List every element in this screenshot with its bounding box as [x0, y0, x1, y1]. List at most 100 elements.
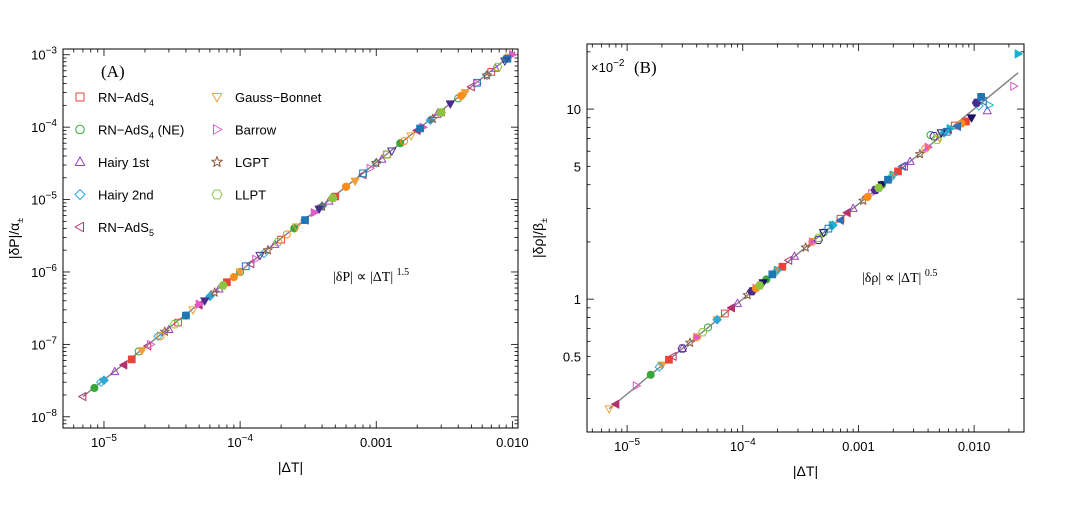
y-axis-label: |δP|/α±	[6, 218, 25, 259]
data-point	[188, 306, 198, 315]
data-point	[241, 262, 250, 271]
data-point	[314, 205, 324, 214]
data-point	[813, 235, 824, 245]
data-point	[732, 298, 742, 307]
data-point	[932, 135, 942, 144]
y-tick-label: 1	[574, 292, 581, 307]
legend-label: Gauss−Bonnet	[235, 90, 322, 105]
legend-marker	[74, 221, 84, 233]
x-tick-label: 0.010	[958, 439, 991, 454]
data-point	[457, 91, 466, 100]
x-tick-label: 10−5	[91, 433, 117, 450]
x-tick-label: 0.001	[842, 439, 875, 454]
panel-label: (A)	[101, 62, 125, 81]
data-point	[665, 355, 673, 364]
data-point	[153, 331, 163, 341]
data-point	[328, 193, 338, 203]
y-tick-label: 10−6	[31, 263, 57, 280]
data-point	[195, 299, 204, 309]
x-tick-label: 0.010	[496, 435, 529, 450]
legend-label: Barrow	[235, 123, 277, 138]
y-tick-label: 10−5	[31, 191, 57, 208]
data-point	[929, 132, 939, 141]
legend-marker	[75, 92, 85, 102]
data-point	[137, 347, 147, 356]
data-point	[754, 281, 765, 290]
data-point	[774, 265, 783, 275]
legend-label: RN−AdS4	[98, 90, 154, 108]
data-point	[209, 287, 220, 297]
data-point	[778, 262, 787, 271]
data-point	[824, 224, 833, 233]
data-point	[967, 114, 977, 123]
data-point	[127, 355, 136, 364]
x-tick-label: 10−5	[614, 437, 640, 454]
y-tick-label: 10−7	[31, 335, 57, 352]
data-point	[982, 106, 992, 115]
data-point	[784, 255, 793, 265]
x-tick-label: 0.001	[360, 435, 393, 450]
data-point	[371, 157, 382, 168]
data-point	[252, 254, 261, 264]
data-point	[835, 215, 844, 225]
data-point	[985, 100, 994, 110]
x-tick-label: 10−4	[227, 433, 253, 450]
data-point	[842, 208, 851, 218]
data-point	[685, 337, 695, 347]
legend-label: Hairy 2nd	[98, 188, 154, 203]
data-point	[263, 245, 273, 255]
data-point	[473, 78, 481, 87]
data-point	[246, 259, 255, 269]
data-point	[292, 223, 302, 232]
data-point	[273, 237, 283, 247]
data-point	[255, 251, 265, 260]
data-point	[310, 208, 319, 218]
data-point	[905, 156, 915, 165]
data-point	[492, 62, 503, 72]
data-point	[416, 124, 424, 133]
data-point	[800, 242, 811, 252]
y-tick-label: 0.5	[563, 349, 581, 364]
data-point	[693, 332, 702, 342]
legend-label: RN−AdS4 (NE)	[98, 123, 184, 141]
legend-marker	[74, 189, 86, 200]
scale-note: ×10−2	[591, 58, 625, 75]
data-point	[848, 203, 858, 212]
data-point	[899, 161, 908, 171]
data-point	[399, 137, 409, 146]
data-point	[604, 405, 614, 414]
data-point	[200, 297, 210, 306]
data-point	[790, 251, 799, 260]
data-point	[703, 323, 713, 332]
legend-marker	[211, 156, 223, 167]
data-point	[174, 318, 182, 327]
data-point	[396, 139, 405, 148]
x-axis-label: |ΔT|	[793, 463, 818, 479]
data-point	[978, 96, 987, 106]
data-point	[366, 163, 375, 173]
legend-label: RN−AdS5	[98, 220, 154, 238]
data-point	[611, 399, 620, 409]
data-point	[677, 344, 687, 353]
data-point	[387, 147, 397, 156]
data-point	[169, 320, 180, 329]
y-tick-label: 10	[567, 102, 581, 117]
data-point	[445, 100, 455, 109]
data-point	[942, 127, 951, 136]
data-point	[819, 229, 829, 238]
data-point	[632, 381, 641, 391]
data-point	[406, 132, 416, 141]
y-tick-label: 10−4	[31, 118, 57, 135]
data-point	[889, 170, 898, 180]
legend-label: LLPT	[235, 188, 266, 203]
data-point	[1014, 49, 1023, 59]
x-axis-label: |ΔT|	[278, 459, 303, 475]
legend: RN−AdS4 RN−AdS4 (NE) Hairy 1st Hairy 2nd RN−…	[74, 90, 322, 238]
power-law-annotation: |δρ| ∝ |ΔT| 0.5	[862, 268, 937, 286]
y-tick-label: 5	[574, 159, 581, 174]
data-point	[697, 328, 708, 337]
data-point	[301, 216, 309, 224]
legend-marker	[213, 124, 223, 135]
data-point	[712, 314, 722, 325]
